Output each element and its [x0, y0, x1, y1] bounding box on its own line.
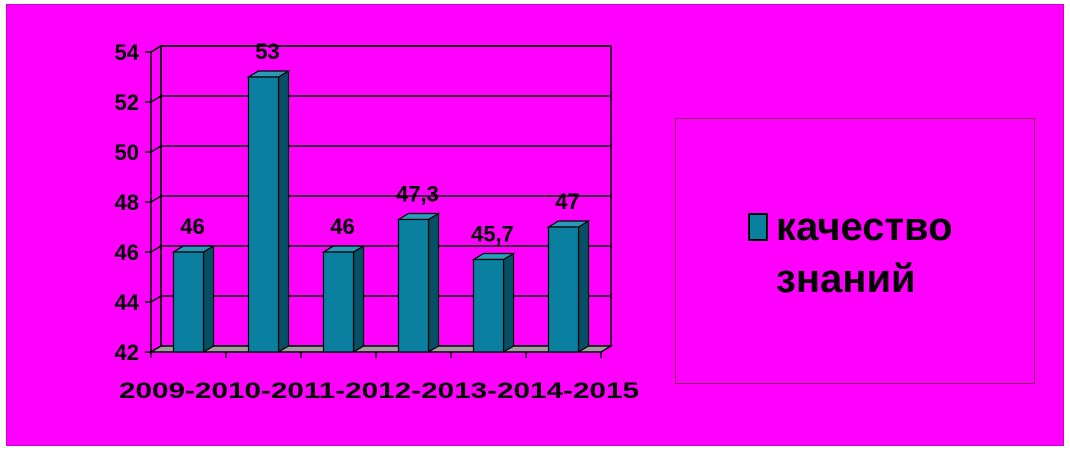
bar-side: [502, 252, 515, 354]
legend-swatch: [748, 213, 768, 241]
chart-panel: 42 44 46 48 50 52 54 46 53 46 47,3 45,7 47 2009-2010-…: [6, 4, 1064, 446]
bar-side: [277, 69, 290, 354]
data-label: 46: [330, 214, 354, 239]
bar: [397, 218, 430, 353]
bar-side: [352, 244, 365, 354]
gridline-side: [150, 245, 162, 253]
y-tick-label: 54: [115, 40, 140, 65]
data-label: 47,3: [396, 182, 439, 207]
bar: [472, 258, 505, 353]
x-axis-labels: 2009-2010-2011-2012-2013-2014-2015: [119, 378, 639, 403]
bar: [172, 251, 205, 353]
bar-side: [577, 219, 590, 354]
legend: качество знаний: [675, 118, 1035, 384]
gridline-side: [150, 95, 162, 103]
bar: [247, 76, 280, 353]
data-label: 53: [255, 39, 279, 64]
bar-chart: 42 44 46 48 50 52 54 46 53 46 47,3 45,7 47 2009-2010-…: [115, 39, 639, 403]
legend-label: качество знаний: [776, 205, 953, 301]
bar: [322, 251, 355, 353]
y-tick-label: 48: [115, 190, 139, 215]
y-tick-label: 44: [115, 290, 140, 315]
bar: [547, 226, 580, 353]
data-label: 45,7: [471, 222, 514, 247]
y-tick-label: 46: [115, 240, 139, 265]
floor: [148, 345, 614, 353]
data-label: 47: [555, 189, 579, 214]
y-tick-label: 42: [115, 340, 139, 365]
y-tick-label: 52: [115, 90, 139, 115]
bar-side: [202, 244, 215, 354]
gridline-side: [150, 45, 162, 53]
y-tick-label: 50: [115, 140, 139, 165]
bar-side: [427, 212, 440, 354]
data-label: 46: [180, 214, 204, 239]
gridline-side: [150, 145, 162, 153]
gridline-side: [150, 295, 162, 303]
gridline-side: [150, 195, 162, 203]
